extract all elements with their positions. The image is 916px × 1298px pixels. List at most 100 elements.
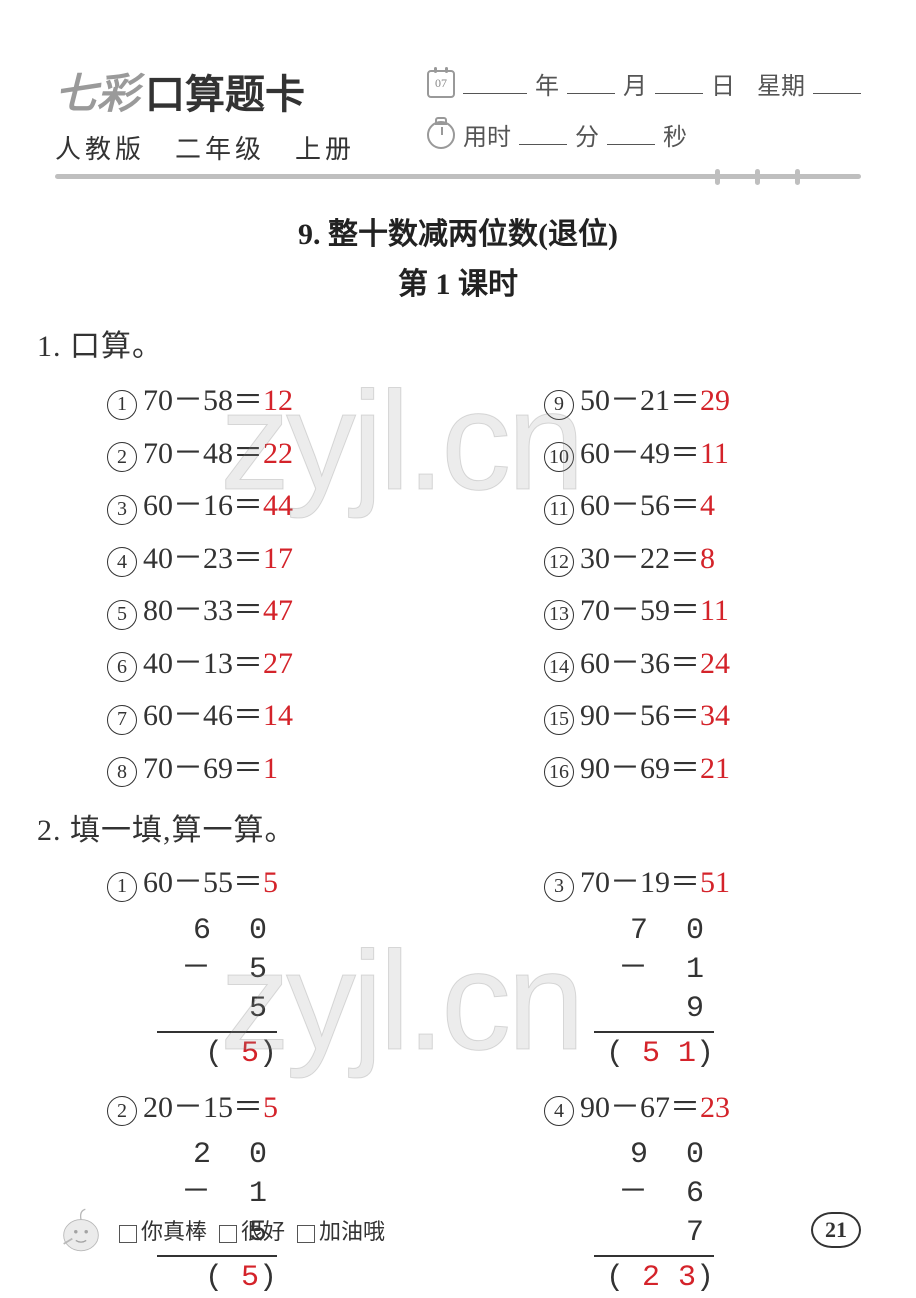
problem-number: 11 (544, 495, 574, 525)
problem-number: 1 (107, 390, 137, 420)
minutes-blank[interactable] (519, 125, 567, 145)
problem-expression: 20－15＝ (143, 1082, 263, 1126)
problem-header: 160－55＝5 (107, 857, 424, 902)
day-blank[interactable] (655, 74, 703, 94)
vertical-problem: 490－67＝239 0－ 6 7( 2 3) (544, 1082, 861, 1298)
time-prefix: 用时 (463, 117, 511, 152)
rating-option[interactable]: 很好 (219, 1214, 285, 1246)
problem-item: 950－21＝29 (544, 375, 861, 420)
problem-expression: 50－21＝ (580, 375, 700, 419)
problem-answer: 51 (700, 866, 730, 900)
problem-expression: 60－49＝ (580, 428, 700, 472)
rating-label: 很好 (241, 1219, 285, 1244)
problem-expression: 90－67＝ (580, 1082, 700, 1126)
vertical-problem: 370－19＝51 7 0－ 1 9( 5 1) (544, 857, 861, 1074)
footer-left: 你真棒 很好 加油哦 (55, 1204, 385, 1256)
problem-answer: 24 (700, 647, 730, 681)
vertical-computation: 7 0－ 1 9( 5 1) (594, 912, 861, 1074)
rating-option[interactable]: 加油哦 (297, 1214, 385, 1246)
checkbox-icon[interactable] (219, 1225, 237, 1243)
q2-label: 2. 填一填,算一算。 (37, 805, 861, 849)
problem-answer: 29 (700, 384, 730, 418)
problem-answer: 5 (263, 866, 278, 900)
page-number: 21 (811, 1212, 861, 1248)
problem-answer: 12 (263, 384, 293, 418)
header-divider (55, 174, 861, 179)
rating-option[interactable]: 你真棒 (119, 1214, 207, 1246)
clock-icon (427, 121, 455, 149)
vertical-result: ( 5) (157, 1259, 277, 1298)
problem-expression: 90－69＝ (580, 743, 700, 787)
vertical-bar (594, 1031, 714, 1033)
problem-item: 270－48＝22 (107, 428, 424, 473)
problem-item: 1160－56＝4 (544, 480, 861, 525)
problem-item: 1590－56＝34 (544, 690, 861, 735)
seconds-blank[interactable] (607, 125, 655, 145)
problem-item: 1460－36＝24 (544, 638, 861, 683)
problem-expression: 40－23＝ (143, 533, 263, 577)
vertical-minuend: 6 0 (157, 912, 277, 951)
problem-number: 6 (107, 652, 137, 682)
problem-expression: 60－16＝ (143, 480, 263, 524)
worksheet-header: 七彩 口算题卡 人教版 二年级 上册 07 年 月 日 星期 用时 分 秒 (55, 60, 861, 166)
problem-expression: 80－33＝ (143, 585, 263, 629)
problem-answer: 22 (263, 437, 293, 471)
problem-header: 370－19＝51 (544, 857, 861, 902)
problem-number: 13 (544, 600, 574, 630)
problem-answer: 17 (263, 542, 293, 576)
year-blank[interactable] (463, 74, 527, 94)
vertical-result: ( 5 1) (594, 1035, 714, 1074)
problem-expression: 30－22＝ (580, 533, 700, 577)
problem-answer: 44 (263, 489, 293, 523)
calendar-icon: 07 (427, 70, 455, 98)
section-title: 9. 整十数减两位数(退位) (55, 209, 861, 253)
vertical-bar (157, 1031, 277, 1033)
problem-expression: 90－56＝ (580, 690, 700, 734)
checkbox-icon[interactable] (119, 1225, 137, 1243)
problem-answer: 47 (263, 594, 293, 628)
month-label: 月 (623, 66, 647, 101)
problem-expression: 40－13＝ (143, 638, 263, 682)
problem-item: 1370－59＝11 (544, 585, 861, 630)
vertical-result: ( 2 3) (594, 1259, 714, 1298)
problem-answer: 1 (263, 752, 278, 786)
problem-expression: 60－56＝ (580, 480, 700, 524)
time-row: 用时 分 秒 (427, 117, 861, 152)
problem-number: 1 (107, 872, 137, 902)
brand-suffix: 口算题卡 (145, 62, 305, 120)
vertical-problem: 220－15＝52 0－ 1 5( 5) (107, 1082, 424, 1298)
problem-item: 870－69＝1 (107, 743, 424, 788)
problem-number: 3 (107, 495, 137, 525)
divider-tick (795, 169, 800, 185)
brand-title-row: 七彩 口算题卡 (55, 60, 355, 121)
vertical-computation: 6 0－ 5 5( 5) (157, 912, 424, 1074)
problem-expression: 70－69＝ (143, 743, 263, 787)
checkbox-icon[interactable] (297, 1225, 315, 1243)
month-blank[interactable] (567, 74, 615, 94)
problem-item: 440－23＝17 (107, 533, 424, 578)
vertical-minuend: 7 0 (594, 912, 714, 951)
weekday-blank[interactable] (813, 74, 861, 94)
problem-expression: 60－55＝ (143, 857, 263, 901)
problem-number: 14 (544, 652, 574, 682)
problem-answer: 14 (263, 699, 293, 733)
problem-header: 490－67＝23 (544, 1082, 861, 1127)
lesson-title: 第 1 课时 (55, 259, 861, 303)
problem-answer: 34 (700, 699, 730, 733)
problem-answer: 11 (700, 594, 729, 628)
rating-label: 你真棒 (141, 1219, 207, 1244)
problem-item: 760－46＝14 (107, 690, 424, 735)
problem-number: 8 (107, 757, 137, 787)
problem-number: 9 (544, 390, 574, 420)
problem-answer: 11 (700, 437, 729, 471)
problem-number: 2 (107, 442, 137, 472)
divider-tick (755, 169, 760, 185)
problem-answer: 21 (700, 752, 730, 786)
problem-number: 4 (107, 547, 137, 577)
date-row: 07 年 月 日 星期 (427, 66, 861, 101)
problem-item: 1230－22＝8 (544, 533, 861, 578)
header-left: 七彩 口算题卡 人教版 二年级 上册 (55, 60, 355, 166)
problem-answer: 27 (263, 647, 293, 681)
problem-number: 5 (107, 600, 137, 630)
problem-answer: 5 (263, 1091, 278, 1125)
